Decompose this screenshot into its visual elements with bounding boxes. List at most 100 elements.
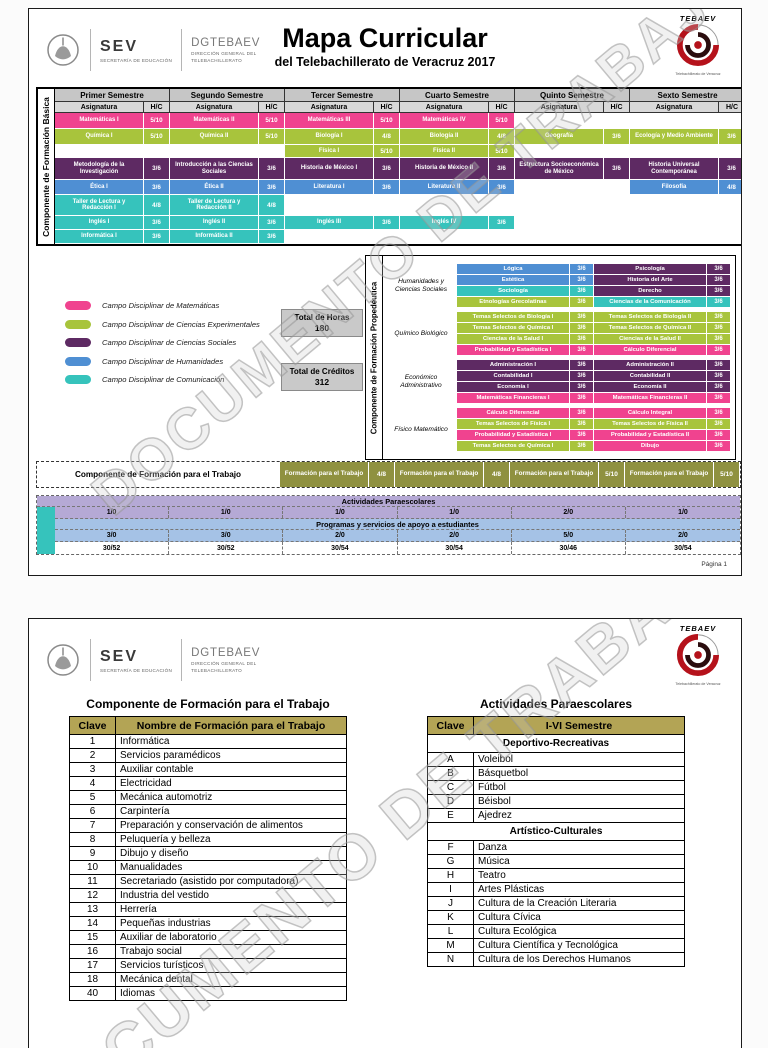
clave-cell: 3: [69, 762, 116, 777]
dgtebaev-block: DGTEBAEV DIRECCIÓN GENERAL DEL TELEBACHI…: [191, 647, 260, 673]
subject-cell: Historia de México II: [400, 158, 489, 180]
empty-cell: [285, 195, 374, 216]
clave-cell: N: [427, 952, 474, 967]
subject-hc-cell: 4/8: [144, 195, 170, 216]
left-color-strip: [37, 507, 55, 554]
sev-sublabel: SECRETARÍA DE EDUCACIÓN: [100, 57, 173, 63]
legend-label: Campo Disciplinar de Comunicación: [102, 375, 225, 384]
basic-formation-grid: Primer Semestre Segundo Semestre Tercer Se…: [55, 89, 741, 244]
sev-block: SEV SECRETARÍA DE EDUCACIÓN: [100, 38, 172, 63]
name-cell: Carpintería: [115, 804, 347, 819]
tebaev-logo: TEBAEV Telebachillerato de Veracruz: [665, 14, 731, 76]
clave-cell: F: [427, 840, 474, 855]
clave-cell: G: [427, 854, 474, 869]
prop-subject-cell: Psicología: [594, 264, 706, 274]
prop-subject-cell: Probabilidad y Estadística I: [457, 345, 569, 355]
document-subtitle: del Telebachillerato de Veracruz 2017: [274, 55, 496, 69]
empty-cell: [719, 230, 741, 244]
name-cell: Auxiliar contable: [115, 762, 347, 777]
prop-hc-cell: 3/6: [707, 275, 730, 285]
prop-hc-cell: 3/6: [707, 393, 730, 403]
subject-cell: Inglés IV: [400, 216, 489, 230]
clave-cell: D: [427, 794, 474, 809]
programas-value: 3/0: [169, 530, 284, 541]
subject-cell: Introducción a las Ciencias Sociales: [170, 158, 259, 180]
subject-hc-cell: 3/6: [144, 180, 170, 195]
prop-subject-cell: Contabilidad I: [457, 371, 569, 381]
prop-rows: Cálculo Diferencial 3/6 Cálculo Integral 3/…: [457, 408, 730, 451]
name-cell: Ajedrez: [473, 808, 685, 823]
prop-area-label: Humanidades y Ciencias Sociales: [394, 277, 448, 293]
clave-cell: 9: [69, 846, 116, 861]
clave-cell: H: [427, 868, 474, 883]
prop-group: Humanidades y Ciencias Sociales Lógica 3/6…: [385, 264, 733, 307]
empty-cell: [374, 230, 400, 244]
subject-cell: Taller de Lectura y Redacción II: [170, 195, 259, 216]
campo-legend: Campo Disciplinar de Matemáticas Campo Di…: [65, 301, 260, 394]
prop-subject-cell: Temas Selectos de Física I: [457, 419, 569, 429]
prop-group: Químico Biológico Temas Selectos de Biolo…: [385, 312, 733, 355]
semester-total-value: 30/54: [674, 544, 692, 552]
subject-cell: Matemáticas I: [55, 113, 144, 129]
work-subject-cell: Formación para el Trabajo: [394, 462, 483, 487]
work-formation-label: Componente de Formación para el Trabajo: [74, 470, 242, 479]
propedeutic-formation-table: Componente de Formación Propedéutica Hum…: [365, 255, 736, 460]
prop-row: Sociología 3/6 Derecho 3/6: [457, 286, 730, 296]
clave-cell: 1: [69, 734, 116, 749]
prop-hc-cell: 3/6: [707, 286, 730, 296]
table-row: A Voleibol: [427, 752, 685, 767]
prop-rows: Lógica 3/6 Psicología 3/6 Estética 3/6 Histori…: [457, 264, 730, 307]
subject-hc-cell: 3/6: [374, 216, 400, 230]
clave-cell: 6: [69, 804, 116, 819]
prop-subject-cell: Temas Selectos de Química I: [457, 323, 569, 333]
name-cell: Dibujo y diseño: [115, 846, 347, 861]
table-row: 1 Informática: [69, 734, 347, 749]
empty-cell: [285, 230, 374, 244]
page2-org-header: SEV SECRETARÍA DE EDUCACIÓN DGTEBAEV DIR…: [45, 633, 260, 687]
subject-cell: Química I: [55, 129, 144, 145]
empty-cell: [515, 195, 604, 216]
empty-cell: [630, 230, 719, 244]
legend-label: Campo Disciplinar de Matemáticas: [102, 301, 220, 310]
clave-cell: E: [427, 808, 474, 823]
prop-subject-cell: Contabilidad II: [594, 371, 706, 381]
empty-cell: [515, 180, 604, 195]
prop-hc-cell: 3/6: [707, 419, 730, 429]
subject-hc-cell: 4/8: [374, 129, 400, 145]
column-header: Clave: [69, 716, 116, 735]
curriculum-row: Informática I 3/6 Informática II 3/6: [55, 230, 741, 244]
asignatura-column-header: Asignatura: [285, 102, 374, 113]
subject-hc-cell: 3/6: [489, 158, 515, 180]
clave-cell: 14: [69, 916, 116, 931]
prop-row: Economía I 3/6 Economía II 3/6: [457, 382, 730, 392]
subject-cell: Filosofía: [630, 180, 719, 195]
name-cell: Béisbol: [473, 794, 685, 809]
empty-cell: [630, 195, 719, 216]
subject-hc-cell: 3/6: [489, 180, 515, 195]
prop-area-label: Químico Biológico: [394, 329, 448, 337]
subject-hc-cell: 3/6: [604, 129, 630, 145]
empty-cell: [604, 113, 630, 129]
prop-row: Lógica 3/6 Psicología 3/6: [457, 264, 730, 274]
work-formation-cells: Formación para el Trabajo 4/8 Formación pa…: [279, 462, 739, 487]
total-label: Total de Créditos: [289, 367, 355, 376]
table-row: D Béisbol: [427, 794, 685, 809]
table-row: 17 Servicios turísticos: [69, 958, 347, 973]
table-row: M Cultura Científica y Tecnológica: [427, 938, 685, 953]
name-cell: Pequeñas industrias: [115, 916, 347, 931]
prop-hc-cell: 3/6: [570, 371, 593, 381]
empty-cell: [170, 145, 259, 158]
total-box: Total de Horas 180: [281, 309, 363, 337]
prop-row: Ciencias de la Salud I 3/6 Ciencias de la …: [457, 334, 730, 344]
work-formation-band: Componente de Formación para el Trabajo …: [36, 461, 741, 488]
prop-subject-cell: Temas Selectos de Biología I: [457, 312, 569, 322]
semester-total-value: 30/46: [512, 542, 626, 554]
prop-row: Temas Selectos de Biología I 3/6 Temas Sel…: [457, 312, 730, 322]
prop-hc-cell: 3/6: [707, 312, 730, 322]
curriculum-row: Física I 5/10 Física II 5/10: [55, 145, 741, 158]
prop-hc-cell: 3/6: [707, 345, 730, 355]
curriculum-row: Inglés I 3/6 Inglés II 3/6 Inglés III 3/6 Ingl…: [55, 216, 741, 230]
bottom-bands: Actividades Paraescolares 1/0 1/0 1/0 1/0 2/…: [36, 495, 741, 555]
prop-subject-cell: Cálculo Diferencial: [457, 408, 569, 418]
prop-hc-cell: 3/6: [707, 323, 730, 333]
